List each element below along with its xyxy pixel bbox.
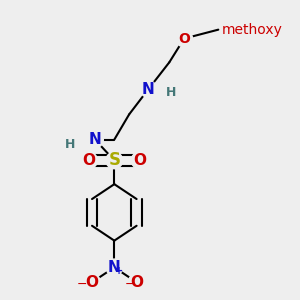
- Circle shape: [140, 81, 157, 98]
- Circle shape: [128, 274, 145, 291]
- Circle shape: [81, 152, 98, 169]
- Text: −: −: [124, 278, 135, 291]
- Text: +: +: [115, 266, 123, 276]
- Text: O: O: [85, 275, 98, 290]
- Text: O: O: [82, 153, 96, 168]
- Circle shape: [131, 152, 148, 169]
- Circle shape: [84, 274, 100, 291]
- Text: −: −: [77, 278, 88, 291]
- Text: N: N: [142, 82, 155, 97]
- Text: H: H: [166, 85, 177, 99]
- Text: O: O: [178, 32, 190, 46]
- Text: H: H: [65, 138, 75, 151]
- Circle shape: [176, 30, 193, 47]
- Circle shape: [87, 131, 103, 148]
- Text: N: N: [108, 260, 121, 275]
- Circle shape: [106, 259, 123, 276]
- Text: methoxy: methoxy: [221, 23, 282, 37]
- Text: N: N: [88, 132, 101, 147]
- Text: S: S: [108, 152, 120, 169]
- Circle shape: [106, 152, 123, 169]
- Text: O: O: [130, 275, 143, 290]
- Text: O: O: [133, 153, 146, 168]
